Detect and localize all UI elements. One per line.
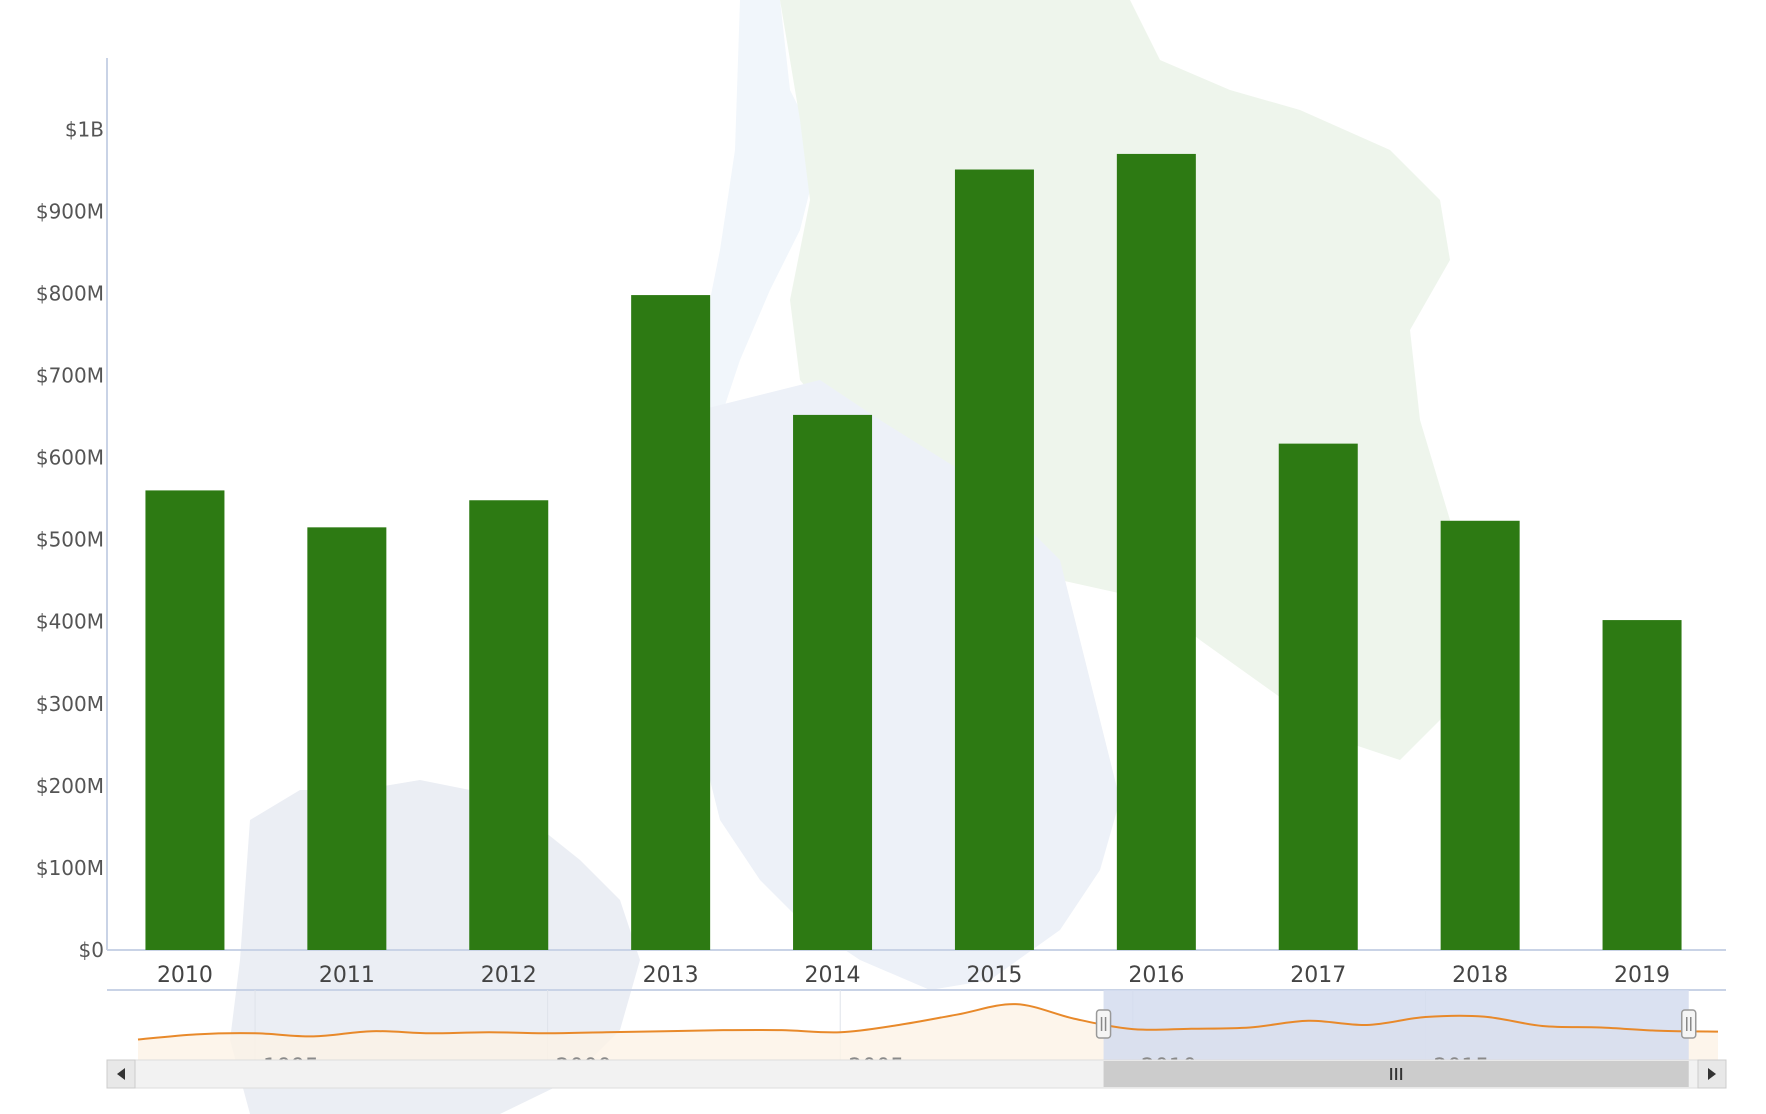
x-tick-label: 2013 (643, 963, 699, 988)
x-axis-ticks: 2010 2011 2012 2013 2014 2015 2016 2017 2018 2019 (157, 963, 1670, 988)
bar-2012[interactable] (469, 500, 549, 950)
scroll-left-button[interactable] (106, 1059, 136, 1089)
handle-right-box[interactable] (1680, 1009, 1697, 1039)
scroll-right-box[interactable] (1697, 1059, 1727, 1089)
x-tick-label: 2016 (1128, 963, 1184, 988)
navigator-selected-range[interactable] (1103, 990, 1689, 1070)
navigator-series-line (137, 1003, 1719, 1041)
x-tick-label: 2015 (966, 963, 1022, 988)
y-tick-label: $1B (65, 117, 104, 141)
scroll-right-button[interactable] (1697, 1059, 1727, 1089)
y-tick-label: $0 (79, 938, 104, 962)
x-tick-label: 2019 (1614, 963, 1670, 988)
y-tick-label: $500M (36, 528, 104, 552)
bar-2011[interactable] (307, 527, 387, 950)
y-tick-label: $300M (36, 692, 104, 716)
x-tick-label: 2014 (805, 963, 861, 988)
y-tick-label: $400M (36, 610, 104, 634)
bar-2010[interactable] (145, 490, 225, 950)
bar-2017[interactable] (1278, 443, 1358, 950)
grip-icon (1390, 1068, 1403, 1080)
navigator-handle-left[interactable] (1095, 1009, 1112, 1039)
navigator-handle-right[interactable] (1680, 1009, 1697, 1039)
x-tick-label: 2010 (157, 963, 213, 988)
arrow-right-icon (1708, 1068, 1716, 1080)
bar-2014[interactable] (793, 414, 873, 951)
map-island-manhattan (680, 0, 820, 470)
bars (145, 153, 1682, 951)
x-tick-label: 2012 (481, 963, 537, 988)
y-tick-label: $100M (36, 856, 104, 880)
bar-2016[interactable] (1116, 153, 1196, 950)
x-tick-label: 2011 (319, 963, 375, 988)
handle-left-box[interactable] (1095, 1009, 1112, 1039)
y-tick-label: $200M (36, 774, 104, 798)
bar-2018[interactable] (1440, 520, 1520, 950)
bar-2013[interactable] (631, 295, 711, 950)
y-tick-label: $700M (36, 364, 104, 388)
arrow-left-icon (117, 1068, 125, 1080)
scrollbar[interactable] (106, 1059, 1727, 1089)
y-tick-label: $600M (36, 446, 104, 470)
x-tick-label: 2018 (1452, 963, 1508, 988)
y-tick-label: $800M (36, 281, 104, 305)
y-axis-ticks: $0 $100M $200M $300M $400M $500M $600M $700M $80… (36, 117, 104, 962)
bar-2015[interactable] (954, 169, 1034, 951)
x-tick-label: 2017 (1290, 963, 1346, 988)
y-tick-label: $900M (36, 199, 104, 223)
bar-2019[interactable] (1602, 620, 1682, 950)
